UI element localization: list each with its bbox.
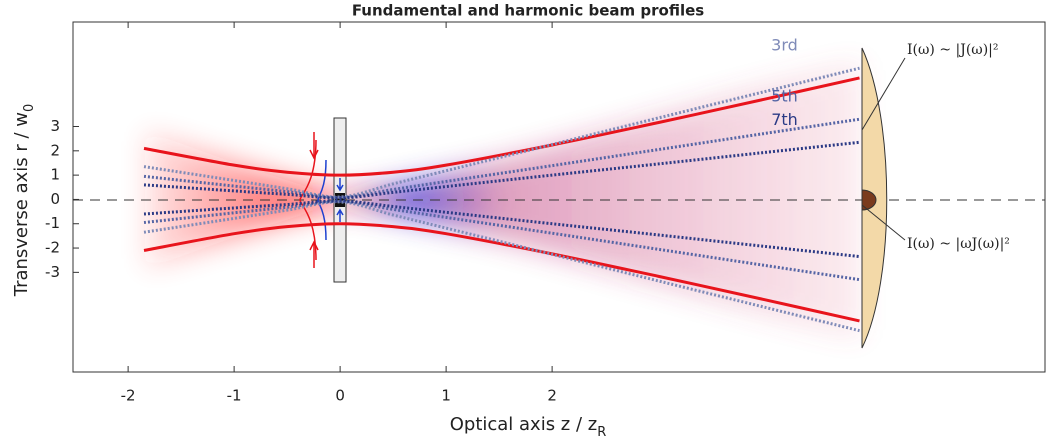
- series-label: 5th: [771, 87, 798, 106]
- x-axis-label-subscript: R: [597, 425, 606, 440]
- y-axis-label-text: Transverse axis r / w: [11, 112, 32, 297]
- x-tick-label: -1: [227, 387, 242, 405]
- detector-center: [861, 189, 877, 211]
- y-tick-label: -3: [45, 263, 60, 281]
- harmonic-beam: [143, 140, 860, 200]
- harmonic-beam: [143, 199, 860, 282]
- plot-frame: [72, 21, 1046, 373]
- y-tick-label: 2: [50, 141, 60, 159]
- x-axis-label-text: Optical axis z / z: [450, 414, 598, 435]
- chart-title: Fundamental and harmonic beam profiles: [352, 2, 704, 20]
- annotation: I(ω) ~ |J(ω)|²: [907, 42, 999, 58]
- y-tick-label: 0: [50, 190, 60, 208]
- y-tick-label: 3: [50, 117, 60, 135]
- y-tick-label: -1: [45, 214, 60, 232]
- fundamental-beam: [143, 76, 860, 177]
- fundamental-beam: [143, 222, 860, 323]
- y-tick-label: 1: [50, 166, 60, 184]
- harmonic-beam: [143, 66, 860, 199]
- y-axis-label: Transverse axis r / w0: [11, 104, 37, 298]
- x-tick-label: -2: [121, 387, 136, 405]
- series-label: 7th: [771, 110, 798, 129]
- x-axis-label: Optical axis z / zR: [450, 414, 607, 440]
- field-markers: [299, 57, 906, 268]
- harmonic-beam: [143, 199, 860, 259]
- harmonic-beam: [143, 200, 860, 333]
- y-axis-label-subscript: 0: [22, 104, 37, 112]
- x-tick-label: 0: [335, 387, 345, 405]
- series-label: 3rd: [771, 36, 798, 55]
- x-tick-label: 2: [547, 387, 557, 405]
- x-tick-label: 1: [441, 387, 451, 405]
- y-tick-label: -2: [45, 239, 60, 257]
- harmonic-beam: [143, 117, 860, 199]
- annotation: I(ω) ~ |ωJ(ω)|²: [907, 236, 1010, 252]
